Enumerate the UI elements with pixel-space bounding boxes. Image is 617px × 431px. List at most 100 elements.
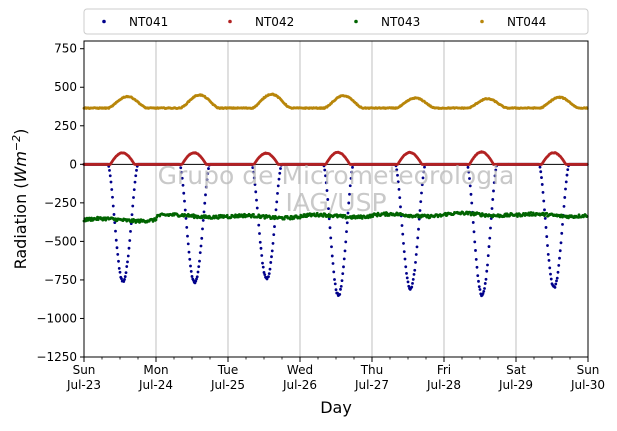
data-point-NT041: [350, 170, 354, 174]
data-point-NT041: [404, 265, 408, 269]
data-point-NT041: [563, 196, 567, 199]
data-point-NT041: [410, 285, 414, 289]
data-point-NT041: [413, 268, 417, 272]
data-point-NT041: [330, 254, 334, 258]
data-point-NT041: [546, 252, 550, 256]
data-point-NT041: [475, 265, 479, 269]
data-point-NT041: [133, 180, 137, 184]
data-point-NT041: [471, 221, 475, 224]
data-point-NT041: [553, 285, 557, 289]
x-tick-label-day: Wed: [287, 363, 313, 377]
data-point-NT041: [183, 208, 187, 212]
data-point-NT041: [112, 213, 116, 216]
data-point-NT041: [187, 250, 191, 254]
data-point-NT041: [483, 287, 486, 290]
data-point-NT041: [127, 246, 131, 250]
y-tick-label: −250: [44, 196, 77, 210]
data-point-NT041: [488, 236, 492, 240]
data-point-NT041: [326, 198, 330, 201]
x-tick-label-day: Fri: [437, 363, 451, 377]
data-point-NT041: [185, 225, 189, 229]
data-point-NT041: [339, 284, 343, 288]
data-point-NT041: [198, 251, 202, 255]
data-point-NT041: [340, 279, 344, 283]
data-point-NT043: [371, 215, 375, 218]
data-point-NT041: [267, 272, 271, 275]
data-point-NT041: [275, 200, 279, 204]
series-NT042: [82, 150, 589, 166]
data-point-NT041: [414, 253, 418, 256]
x-axis-title: Day: [320, 398, 352, 417]
data-point-NT043: [545, 211, 549, 215]
data-point-NT041: [544, 226, 548, 229]
data-point-NT041: [559, 241, 563, 245]
data-point-NT041: [204, 185, 208, 189]
data-point-NT041: [189, 269, 193, 273]
y-tick-label: −1000: [36, 311, 77, 325]
data-point-NT041: [262, 271, 266, 274]
x-tick-label-date: Jul-30: [570, 378, 605, 392]
data-point-NT041: [180, 176, 184, 180]
data-point-NT043: [528, 213, 531, 217]
data-point-NT041: [342, 257, 346, 261]
data-point-NT041: [334, 288, 338, 292]
data-point-NT043: [263, 216, 267, 220]
data-point-NT041: [417, 227, 420, 231]
data-point-NT041: [557, 263, 561, 267]
data-point-NT043: [282, 217, 286, 221]
data-point-NT041: [483, 282, 487, 285]
data-point-NT041: [195, 275, 199, 279]
data-point-NT041: [545, 235, 549, 238]
data-point-NT041: [346, 211, 350, 215]
data-point-NT043: [529, 211, 533, 214]
data-point-NT041: [468, 177, 471, 180]
data-point-NT041: [541, 190, 545, 194]
x-axis: SunJul-23MonJul-24TueJul-25WedJul-26ThuJ…: [66, 357, 605, 392]
data-point-NT041: [125, 265, 129, 268]
data-point-NT041: [396, 173, 399, 177]
data-point-NT041: [477, 285, 481, 289]
data-point-NT043: [416, 213, 420, 217]
data-point-NT041: [324, 181, 328, 185]
legend-marker-NT043: [354, 19, 358, 24]
data-point-NT041: [271, 242, 275, 245]
data-point-NT041: [114, 238, 118, 242]
x-tick-label-date: Jul-28: [426, 378, 461, 392]
data-point-NT041: [558, 249, 562, 253]
data-point-NT043: [577, 213, 581, 217]
data-point-NT041: [564, 180, 568, 184]
y-axis-title-main: Radiation (: [11, 182, 30, 269]
data-point-NT041: [539, 170, 543, 174]
data-point-NT041: [348, 192, 351, 196]
data-point-NT041: [342, 265, 345, 269]
data-point-NT041: [255, 198, 258, 202]
data-point-NT041: [345, 221, 349, 225]
data-point-NT041: [411, 282, 414, 285]
data-point-NT041: [405, 271, 408, 275]
data-point-NT041: [493, 174, 497, 178]
data-point-NT043: [225, 213, 229, 217]
y-axis: −1250 −1000 −750 −500 −250 0 250 500 750: [36, 42, 84, 364]
data-point-NT041: [277, 177, 281, 181]
watermark-line-2: IAG/USP: [285, 188, 386, 217]
data-point-NT041: [422, 170, 426, 174]
legend-marker-NT041: [102, 19, 106, 24]
data-point-NT043: [384, 214, 387, 217]
data-point-NT041: [540, 176, 543, 179]
series-NT043: [82, 210, 589, 224]
data-point-NT041: [472, 230, 476, 234]
y-axis-title-close: ): [11, 129, 30, 135]
data-point-NT041: [118, 270, 122, 274]
data-point-NT043: [343, 214, 347, 217]
data-point-NT041: [198, 259, 201, 263]
data-point-NT041: [555, 276, 559, 280]
data-point-NT041: [347, 201, 351, 205]
x-tick-label-day: Sun: [73, 363, 96, 377]
data-point-NT041: [566, 168, 570, 172]
data-point-NT041: [423, 165, 426, 169]
y-tick-label: 750: [54, 42, 77, 56]
data-point-NT041: [560, 231, 564, 235]
y-axis-title-exp: −2: [10, 135, 23, 151]
